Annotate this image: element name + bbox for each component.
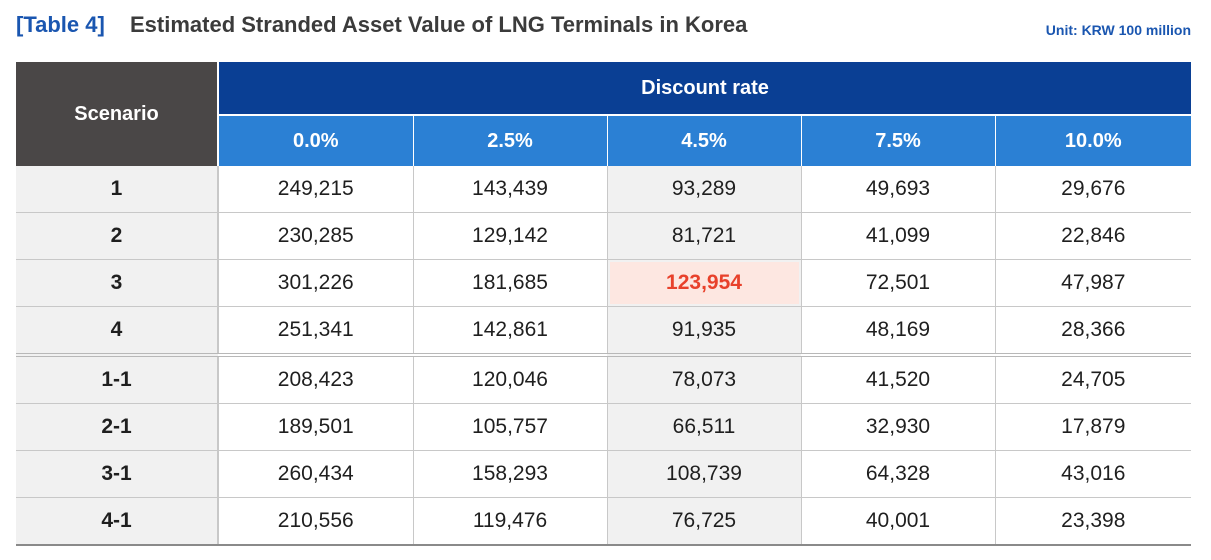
value-cell: 41,099 <box>801 212 996 260</box>
rate-header: 7.5% <box>801 115 996 166</box>
value-cell: 23,398 <box>995 497 1192 546</box>
value-cell: 81,721 <box>607 212 802 260</box>
table-row: 3 301,226 181,685 123,954 72,501 47,987 <box>16 259 1192 307</box>
unit-note: Unit: KRW 100 million <box>1045 22 1191 38</box>
header-row-top: Scenario Discount rate <box>16 62 1192 166</box>
value-cell: 24,705 <box>995 355 1192 404</box>
value-cell: 108,739 <box>607 450 802 498</box>
rate-header: 10.0% <box>995 115 1192 166</box>
table-caption: [Table 4] Estimated Stranded Asset Value… <box>16 12 1191 42</box>
value-cell: 210,556 <box>218 497 414 546</box>
value-cell: 72,501 <box>801 259 996 307</box>
rate-header: 2.5% <box>413 115 608 166</box>
table-row: 1-1 208,423 120,046 78,073 41,520 24,705 <box>16 355 1192 404</box>
value-cell: 17,879 <box>995 403 1192 451</box>
value-cell: 129,142 <box>413 212 608 260</box>
rate-header: 4.5% <box>607 115 802 166</box>
value-cell: 66,511 <box>607 403 802 451</box>
value-cell: 22,846 <box>995 212 1192 260</box>
table-number: [Table 4] <box>16 12 105 37</box>
scenario-cell: 1 <box>16 166 219 213</box>
value-cell: 249,215 <box>218 166 414 213</box>
value-cell: 40,001 <box>801 497 996 546</box>
value-cell: 48,169 <box>801 306 996 357</box>
stranded-asset-table: Scenario Discount rate 0.0% 2.5% 4.5% 7.… <box>16 62 1192 546</box>
table-row: 4 251,341 142,861 91,935 48,169 28,366 <box>16 306 1192 357</box>
value-cell: 43,016 <box>995 450 1192 498</box>
value-cell: 47,987 <box>995 259 1192 307</box>
value-cell: 230,285 <box>218 212 414 260</box>
header-row-rates: 0.0% 2.5% 4.5% 7.5% 10.0% <box>16 115 1192 166</box>
scenario-cell: 1-1 <box>16 355 219 404</box>
scenario-cell: 2 <box>16 212 219 260</box>
scenario-cell: 3 <box>16 259 219 307</box>
value-cell: 93,289 <box>607 166 802 213</box>
value-cell: 91,935 <box>607 306 802 357</box>
value-cell: 28,366 <box>995 306 1192 357</box>
value-cell: 181,685 <box>413 259 608 307</box>
value-cell: 301,226 <box>218 259 414 307</box>
value-cell: 32,930 <box>801 403 996 451</box>
value-cell: 260,434 <box>218 450 414 498</box>
value-cell: 49,693 <box>801 166 996 213</box>
table-row: 2-1 189,501 105,757 66,511 32,930 17,879 <box>16 403 1192 451</box>
table-title: Estimated Stranded Asset Value of LNG Te… <box>130 12 748 37</box>
value-cell: 120,046 <box>413 355 608 404</box>
table-row: 1 249,215 143,439 93,289 49,693 29,676 <box>16 166 1192 213</box>
value-cell: 41,520 <box>801 355 996 404</box>
table-row: 4-1 210,556 119,476 76,725 40,001 23,398 <box>16 497 1192 546</box>
value-cell: 123,954 <box>607 259 802 307</box>
value-cell: 189,501 <box>218 403 414 451</box>
value-cell: 78,073 <box>607 355 802 404</box>
value-cell: 76,725 <box>607 497 802 546</box>
highlighted-value: 123,954 <box>609 262 799 304</box>
value-cell: 208,423 <box>218 355 414 404</box>
value-cell: 119,476 <box>413 497 608 546</box>
value-cell: 105,757 <box>413 403 608 451</box>
scenario-cell: 4 <box>16 306 219 357</box>
table-row: 2 230,285 129,142 81,721 41,099 22,846 <box>16 212 1192 260</box>
discount-rate-header: Discount rate <box>218 62 1192 116</box>
value-cell: 29,676 <box>995 166 1192 213</box>
value-cell: 143,439 <box>413 166 608 213</box>
scenario-cell: 2-1 <box>16 403 219 451</box>
table-row: 3-1 260,434 158,293 108,739 64,328 43,016 <box>16 450 1192 498</box>
value-cell: 158,293 <box>413 450 608 498</box>
scenario-column-header: Scenario <box>16 62 219 166</box>
value-cell: 251,341 <box>218 306 414 357</box>
value-cell: 64,328 <box>801 450 996 498</box>
value-cell: 142,861 <box>413 306 608 357</box>
scenario-cell: 4-1 <box>16 497 219 546</box>
rate-header: 0.0% <box>218 115 414 166</box>
scenario-cell: 3-1 <box>16 450 219 498</box>
